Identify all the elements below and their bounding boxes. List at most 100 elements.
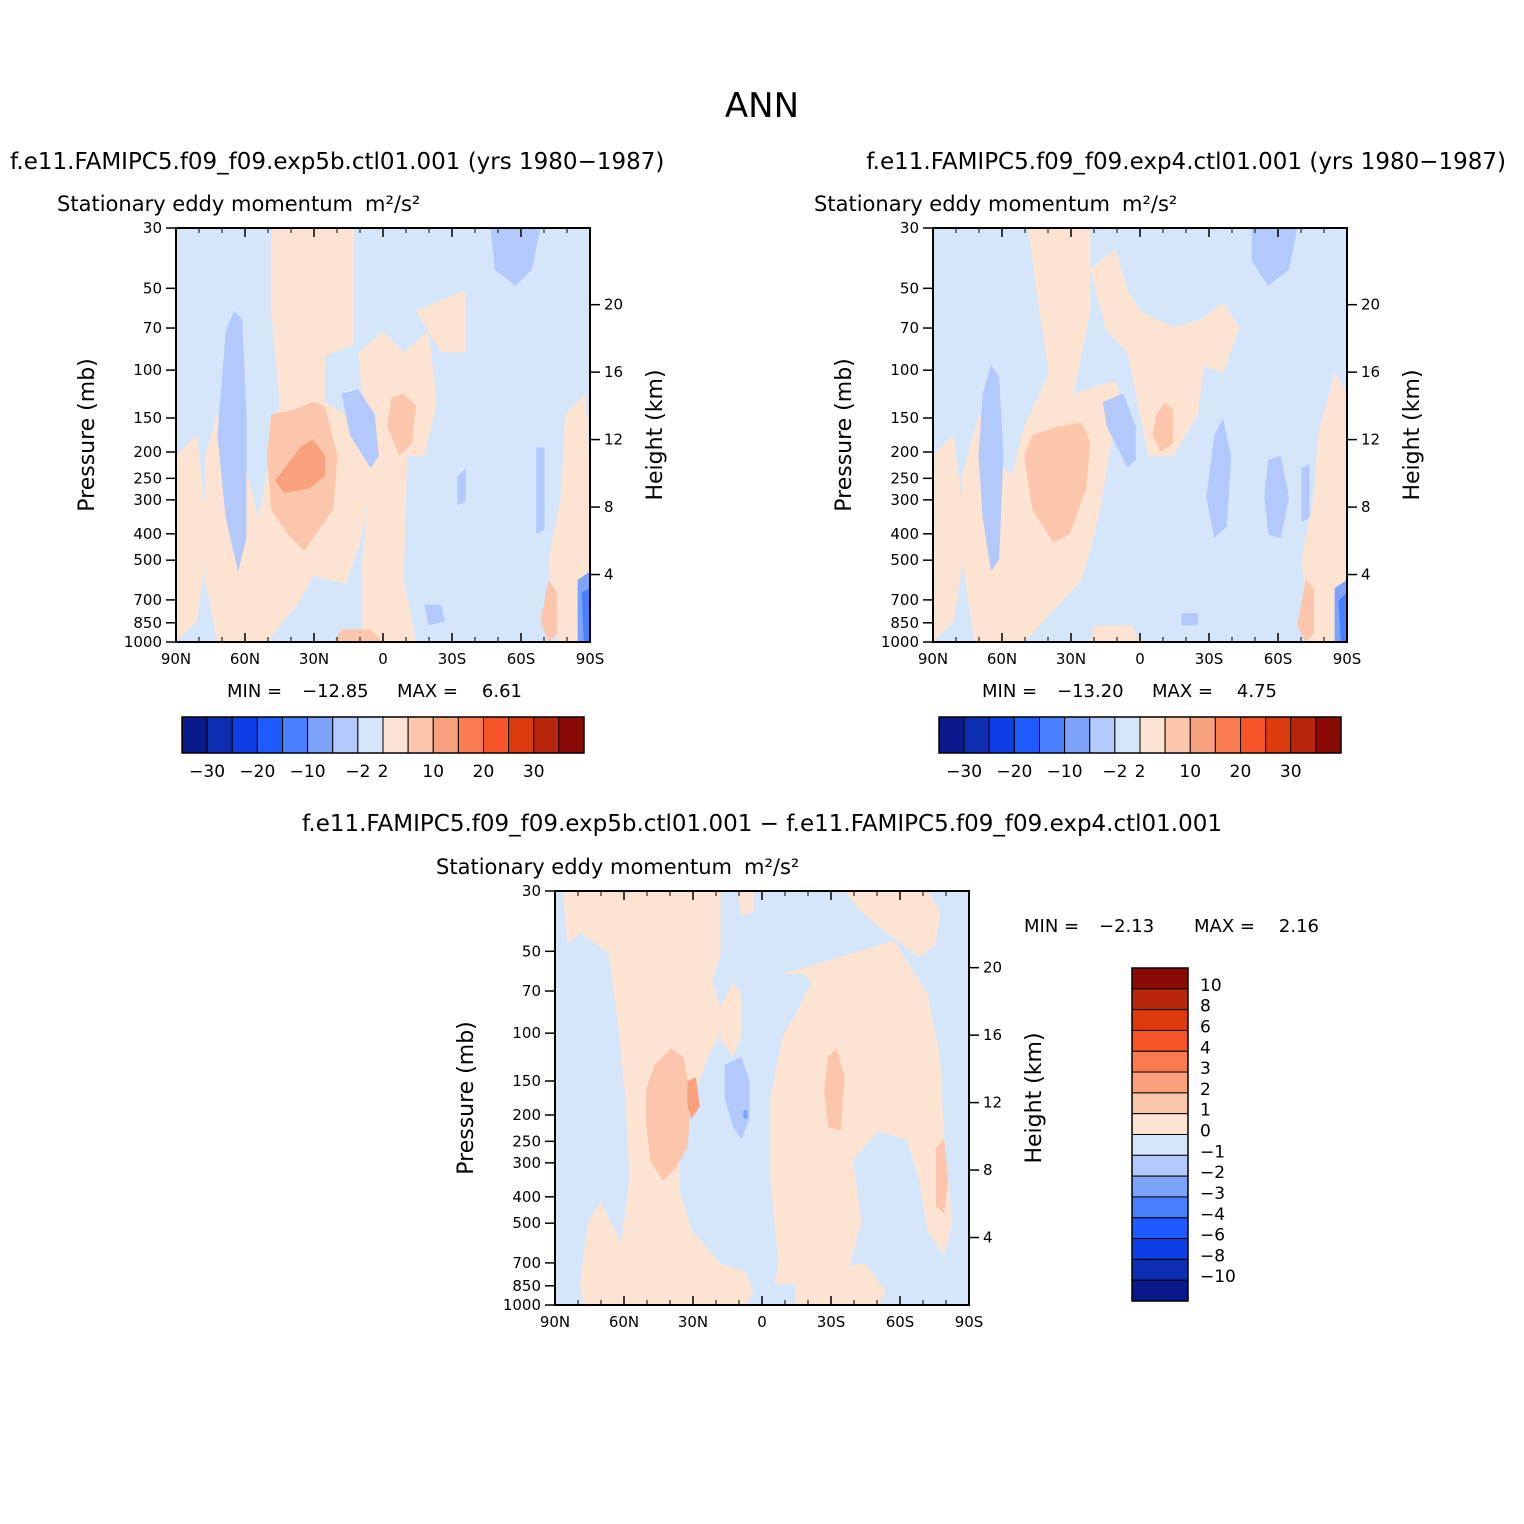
contour-region (737, 891, 754, 916)
contour-region (387, 393, 417, 456)
colorbar-0: −30 −20 −10 −2 2 10 20 30 (181, 716, 585, 782)
colorbar-box (508, 716, 535, 754)
colorbar-label: −20 (996, 762, 1032, 782)
contour-region (1152, 401, 1174, 452)
y-tick-label: 400 (133, 525, 162, 543)
var-title: Stationary eddy momentum m²/s² (436, 855, 799, 879)
y-tick-label: 150 (890, 409, 919, 427)
y-tick-label: 30 (522, 882, 541, 900)
colorbar-label: 4 (1200, 1038, 1211, 1058)
colorbar-box (533, 716, 560, 754)
y-tick-label: 150 (133, 409, 162, 427)
contour-region (176, 435, 210, 642)
colorbar-box (432, 716, 459, 754)
colorbar-label: −10 (1047, 762, 1083, 782)
contour-region (416, 290, 466, 353)
height-tick-label: 12 (1361, 431, 1380, 449)
contour-region (457, 468, 466, 506)
contour-region (1206, 418, 1232, 539)
max-label: MAX = (1194, 916, 1255, 937)
max-value: 4.75 (1237, 681, 1277, 702)
colorbar-box (1131, 967, 1189, 990)
colorbar-1: −30 −20 −10 −2 2 10 20 30 (938, 716, 1342, 782)
contour-region (1102, 393, 1136, 469)
units-label: m²/s² (744, 855, 799, 879)
colorbar-box (307, 716, 334, 754)
contour-field (555, 891, 969, 1305)
max-value: 6.61 (482, 681, 522, 702)
colorbar-box (1131, 1092, 1189, 1115)
colorbar-label: 10 (422, 762, 444, 782)
colorbar-box (231, 716, 258, 754)
colorbar-box (483, 716, 510, 754)
y-tick-label: 30 (143, 219, 162, 237)
colorbar-label: −3 (1200, 1184, 1225, 1204)
contour-region (341, 389, 379, 469)
colorbar-box (1131, 1217, 1189, 1240)
colorbar-label: 8 (1200, 997, 1211, 1017)
colorbar-box (1131, 1113, 1189, 1135)
height-tick-label: 12 (604, 431, 623, 449)
y-tick-label: 30 (900, 219, 919, 237)
colorbar-box (1164, 716, 1191, 754)
colorbar-label: −2 (1200, 1163, 1225, 1183)
units-label: m²/s² (1122, 192, 1177, 216)
colorbar-box (256, 716, 283, 754)
y-axis-label-right: Height (km) (1400, 369, 1425, 500)
y-tick-label: 200 (133, 443, 162, 461)
colorbar-label: 20 (473, 762, 495, 782)
y-tick-label: 1000 (503, 1296, 541, 1314)
y-tick-label: 400 (512, 1188, 541, 1206)
contour-region (687, 1077, 700, 1119)
colorbar-label: 0 (1200, 1122, 1211, 1142)
colorbar-box (407, 716, 434, 754)
height-tick-label: 20 (983, 959, 1002, 977)
contour-region (581, 588, 590, 642)
x-tick-label: 30S (438, 650, 467, 668)
colorbar-box (1139, 716, 1166, 754)
colorbar-box (332, 716, 359, 754)
x-tick-label: 60S (886, 1313, 915, 1331)
max-label: MAX = (1152, 681, 1213, 702)
x-tick-label: 0 (757, 1313, 767, 1331)
colorbar-label: 30 (1280, 762, 1302, 782)
colorbar-box (1131, 1154, 1189, 1177)
x-tick-label: 90N (161, 650, 191, 668)
colorbar-box (382, 716, 409, 754)
contour-region (1160, 302, 1240, 373)
x-tick-label: 90N (540, 1313, 570, 1331)
colorbar-box (1131, 988, 1189, 1011)
contour-region (646, 1048, 692, 1181)
height-tick-label: 20 (1361, 296, 1380, 314)
y-tick-label: 1000 (881, 633, 919, 651)
colorbar-box (457, 716, 484, 754)
colorbar-frame (938, 716, 1342, 754)
contour-region (720, 982, 742, 1057)
min-value: −13.20 (1057, 681, 1124, 702)
colorbar-label: −20 (239, 762, 275, 782)
contour-region (540, 579, 557, 642)
min-label: MIN = (1024, 916, 1079, 937)
x-tick-label: 30S (1195, 650, 1224, 668)
contour-region (770, 940, 953, 1285)
colorbar-box (1265, 716, 1292, 754)
min-value: −2.13 (1099, 916, 1154, 937)
contour-region (978, 364, 1004, 572)
y-tick-label: 70 (143, 319, 162, 337)
colorbar-box (1214, 716, 1241, 754)
x-tick-label: 60N (230, 650, 260, 668)
x-tick-label: 90S (1333, 650, 1362, 668)
y-tick-label: 250 (512, 1132, 541, 1150)
contour-region (536, 447, 545, 535)
colorbar-box (1131, 1196, 1189, 1219)
contour-region (844, 891, 940, 958)
x-tick-label: 60N (609, 1313, 639, 1331)
colorbar-box (988, 716, 1015, 754)
y-tick-label: 700 (512, 1254, 541, 1272)
contour-region (824, 1048, 845, 1132)
x-tick-label: 90S (955, 1313, 984, 1331)
y-tick-label: 500 (890, 551, 919, 569)
max-value: 2.16 (1279, 916, 1319, 937)
colorbar-box (1114, 716, 1141, 754)
